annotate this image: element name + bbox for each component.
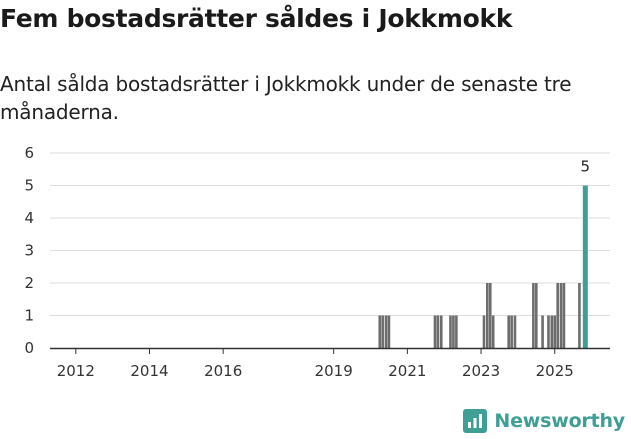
bar xyxy=(439,315,443,348)
bar xyxy=(433,315,437,348)
bar xyxy=(562,283,566,348)
bar xyxy=(488,283,492,348)
x-tick-label: 2012 xyxy=(57,362,95,380)
y-tick-label: 1 xyxy=(24,307,34,325)
y-tick-label: 5 xyxy=(24,177,34,195)
gridlines xyxy=(50,152,610,316)
x-axis: 2012 2014 2016 2019 2021 2023 2025 xyxy=(50,347,610,380)
bar-chart: 0 1 2 3 4 5 6 5 2012 2014 2016 2019 2021 2023 2025 xyxy=(24,144,610,380)
bar xyxy=(578,283,581,348)
bar xyxy=(449,315,452,348)
data-label: 5 xyxy=(581,158,591,176)
bar xyxy=(455,315,458,348)
y-tick-label: 3 xyxy=(24,242,34,260)
bar xyxy=(559,283,563,348)
y-tick-label: 0 xyxy=(24,339,34,357)
x-tick-label: 2016 xyxy=(204,362,242,380)
bar xyxy=(381,315,384,348)
bar xyxy=(507,315,510,348)
x-tick-label: 2025 xyxy=(536,362,574,380)
brand-logo: Newsworthy xyxy=(463,409,625,433)
bar xyxy=(510,315,513,348)
y-tick-label: 6 xyxy=(24,144,34,162)
bar xyxy=(452,315,455,348)
bar xyxy=(486,283,489,348)
bar xyxy=(513,315,517,348)
y-tick-label: 4 xyxy=(24,209,34,227)
bar xyxy=(378,315,382,348)
chart-title: Fem bostadsrätter såldes i Jokkmokk xyxy=(0,4,513,33)
bar xyxy=(556,283,559,348)
bar xyxy=(553,315,557,348)
y-tick-label: 2 xyxy=(24,274,34,292)
y-axis: 0 1 2 3 4 5 6 xyxy=(24,144,34,357)
bars xyxy=(378,185,588,348)
bar xyxy=(384,315,388,348)
bar xyxy=(491,315,495,348)
x-tick-label: 2023 xyxy=(462,362,500,380)
chart-subtitle: Antal sålda bostadsrätter i Jokkmokk und… xyxy=(0,72,572,124)
bar xyxy=(541,315,544,348)
data-labels: 5 xyxy=(581,158,591,176)
x-tick-label: 2021 xyxy=(388,362,426,380)
x-tick-label: 2019 xyxy=(315,362,353,380)
bar xyxy=(547,315,550,348)
bar xyxy=(535,283,538,348)
brand-name: Newsworthy xyxy=(494,410,625,432)
bar xyxy=(482,315,486,348)
bar-highlight xyxy=(582,185,588,348)
bar xyxy=(532,283,535,348)
x-tick-label: 2014 xyxy=(130,362,168,380)
bar xyxy=(436,315,440,348)
bar xyxy=(387,315,391,348)
newsworthy-logo-icon xyxy=(463,409,488,433)
bar xyxy=(550,315,554,348)
